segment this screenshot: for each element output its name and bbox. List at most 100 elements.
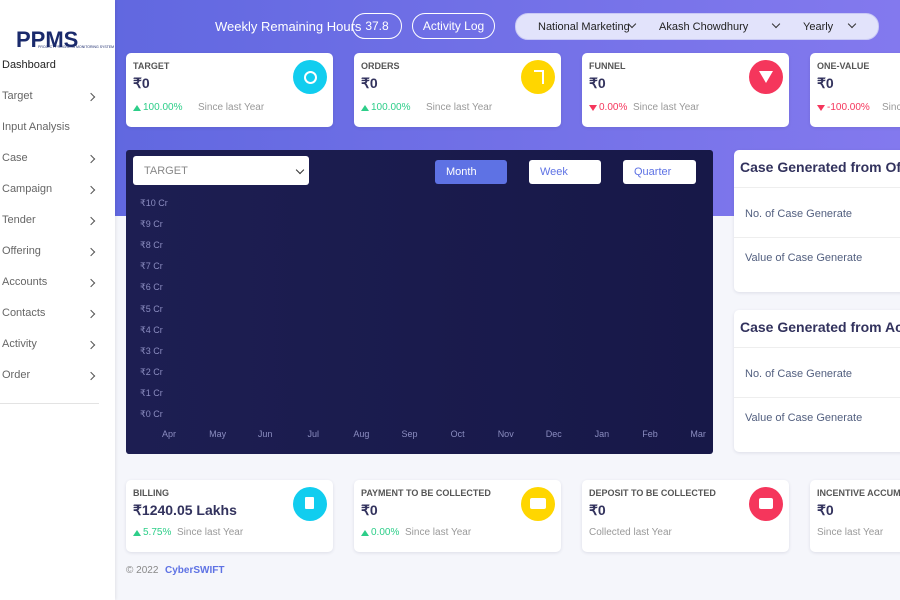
menu-item[interactable]: Tender	[2, 214, 36, 226]
panel-row: Value of Case Generate	[745, 252, 863, 264]
card-title: PAYMENT TO BE COLLECTED	[361, 488, 491, 498]
y-axis-label: ₹8 Cr	[140, 240, 163, 251]
card-icon	[293, 487, 327, 521]
y-axis-label: ₹4 Cr	[140, 324, 163, 335]
panel-divider	[734, 347, 900, 348]
card-title: TARGET	[133, 61, 170, 71]
stat-card: ONE-VALUE ₹0 -100.00% Since	[810, 53, 900, 127]
x-axis-label: May	[209, 429, 227, 439]
chevron-down	[771, 19, 781, 29]
side-panel: Case Generated from Ac No. of Case Genera…	[734, 310, 900, 452]
y-axis-label: ₹9 Cr	[140, 219, 163, 230]
menu-item[interactable]: Offering	[2, 245, 41, 257]
x-axis-label: Nov	[497, 429, 514, 439]
change-since: Since last Year	[177, 527, 244, 538]
period-select[interactable]: Yearly	[803, 21, 834, 33]
chevron-down	[295, 165, 305, 175]
metric-select[interactable]: TARGET	[133, 156, 309, 185]
change-arrow	[817, 105, 825, 111]
change-since: Since last Year	[817, 527, 884, 538]
icon-glyph	[305, 497, 314, 509]
menu-item[interactable]: Target	[2, 90, 33, 102]
filter-bar: National Marketing Akash Chowdhury Yearly	[515, 13, 879, 40]
stat-card: PAYMENT TO BE COLLECTED ₹0 0.00% Since last…	[354, 480, 561, 552]
x-axis-label: Aug	[353, 429, 370, 439]
x-axis-label: Jun	[257, 429, 273, 439]
icon-glyph	[759, 71, 773, 83]
period-button[interactable]: Quarter	[623, 160, 696, 184]
period-button[interactable]: Week	[529, 160, 601, 184]
menu-item[interactable]: Case	[2, 152, 28, 164]
card-title: INCENTIVE ACCUMU	[817, 488, 900, 498]
card-icon	[749, 60, 783, 94]
card-value: ₹0	[589, 502, 606, 518]
stat-card: BILLING ₹1240.05 Lakhs 5.75% Since last Yea…	[126, 480, 333, 552]
logo: PPMS	[16, 27, 79, 52]
x-axis-label: Jul	[307, 429, 320, 439]
card-icon	[521, 60, 555, 94]
x-axis-label: Jan	[594, 429, 610, 439]
card-value: ₹0	[589, 75, 606, 91]
change-since: Since last Year	[405, 527, 472, 538]
panel-title: Case Generated from Ac	[740, 319, 900, 335]
x-axis-label: Mar	[690, 429, 706, 439]
panel-divider	[734, 237, 900, 238]
y-axis-label: ₹7 Cr	[140, 261, 163, 272]
icon-glyph	[304, 71, 317, 84]
chevron-down	[847, 19, 857, 29]
icon-glyph	[759, 498, 773, 509]
panel-row: No. of Case Generate	[745, 208, 853, 220]
copyright: © 2022	[126, 565, 159, 576]
panel-row: Value of Case Generate	[745, 412, 863, 424]
metric-select-label: TARGET	[144, 165, 188, 177]
change-since: Since last Year	[426, 102, 493, 113]
card-value: ₹0	[361, 75, 378, 91]
menu-item[interactable]: Campaign	[2, 183, 53, 195]
remaining-value: 37.8	[352, 13, 402, 39]
y-axis-label: ₹10 Cr	[140, 198, 168, 208]
change-value: 100.00%	[143, 102, 183, 113]
department-select[interactable]: National Marketing	[538, 21, 630, 33]
change-value: 0.00%	[371, 527, 400, 538]
y-axis-label: ₹1 Cr	[140, 387, 163, 398]
x-axis-label: Dec	[545, 429, 562, 439]
menu-item[interactable]: Order	[2, 369, 31, 381]
card-value: ₹0	[133, 75, 150, 91]
change-since: Collected last Year	[589, 527, 672, 538]
change-arrow	[133, 530, 141, 536]
menu-item[interactable]: Dashboard	[2, 59, 56, 71]
panel-row: No. of Case Generate	[745, 368, 853, 380]
period-button[interactable]: Month	[435, 160, 507, 184]
menu-item[interactable]: Input Analysis	[2, 121, 70, 133]
activity-log-button[interactable]: Activity Log	[412, 13, 495, 39]
panel-divider	[734, 187, 900, 188]
change-arrow	[589, 105, 597, 111]
card-value: ₹1240.05 Lakhs	[133, 502, 237, 518]
x-axis-label: Oct	[450, 429, 465, 439]
card-title: DEPOSIT TO BE COLLECTED	[589, 488, 716, 498]
user-select[interactable]: Akash Chowdhury	[659, 21, 749, 33]
y-axis-label: ₹5 Cr	[140, 303, 163, 314]
side-panel: Case Generated from Of No. of Case Genera…	[734, 150, 900, 292]
card-title: ONE-VALUE	[817, 61, 870, 71]
menu-item[interactable]: Contacts	[2, 307, 46, 319]
change-since: Since	[882, 102, 900, 113]
sidebar	[0, 0, 115, 600]
menu-item[interactable]: Accounts	[2, 276, 48, 288]
change-value: 0.00%	[599, 102, 628, 113]
menu-item[interactable]: Activity	[2, 338, 37, 350]
card-value: ₹0	[361, 502, 378, 518]
y-axis-label: ₹3 Cr	[140, 345, 163, 356]
stat-card: TARGET ₹0 100.00% Since last Year	[126, 53, 333, 127]
stat-card: FUNNEL ₹0 0.00% Since last Year	[582, 53, 789, 127]
card-title: FUNNEL	[589, 61, 626, 71]
card-icon	[521, 487, 555, 521]
panel-divider	[734, 397, 900, 398]
change-arrow	[361, 530, 369, 536]
footer-brand[interactable]: CyberSWIFT	[165, 565, 225, 576]
y-axis-label: ₹2 Cr	[140, 366, 163, 377]
x-axis-label: Apr	[161, 429, 176, 439]
change-value: 100.00%	[371, 102, 411, 113]
stat-card: ORDERS ₹0 100.00% Since last Year	[354, 53, 561, 127]
